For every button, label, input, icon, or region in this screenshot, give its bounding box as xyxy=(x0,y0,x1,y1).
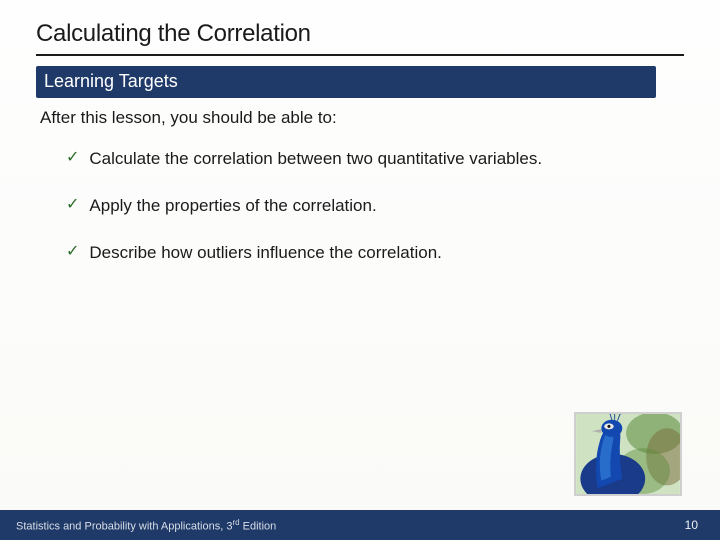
learning-targets-list: ✓ Calculate the correlation between two … xyxy=(66,148,680,289)
footer-title-text: Statistics and Probability with Applicat… xyxy=(16,520,226,532)
footer-book-title: Statistics and Probability with Applicat… xyxy=(16,518,685,533)
footer-bar: Statistics and Probability with Applicat… xyxy=(0,510,720,540)
footer-edition-suffix: rd xyxy=(232,518,239,527)
slide: Calculating the Correlation Learning Tar… xyxy=(0,0,720,540)
peacock-illustration-icon xyxy=(576,414,680,494)
list-item: ✓ Calculate the correlation between two … xyxy=(66,148,680,171)
target-text: Describe how outliers influence the corr… xyxy=(89,242,441,265)
page-title: Calculating the Correlation xyxy=(36,20,684,56)
target-text: Calculate the correlation between two qu… xyxy=(89,148,542,171)
page-number: 10 xyxy=(685,518,704,532)
checkmark-icon: ✓ xyxy=(66,242,79,262)
target-text: Apply the properties of the correlation. xyxy=(89,195,376,218)
list-item: ✓ Describe how outliers influence the co… xyxy=(66,242,680,265)
intro-text: After this lesson, you should be able to… xyxy=(40,108,337,128)
checkmark-icon: ✓ xyxy=(66,195,79,215)
checkmark-icon: ✓ xyxy=(66,148,79,168)
peacock-image xyxy=(574,412,682,496)
section-header-bar: Learning Targets xyxy=(36,66,656,98)
footer-edition-word: Edition xyxy=(240,520,277,532)
list-item: ✓ Apply the properties of the correlatio… xyxy=(66,195,680,218)
